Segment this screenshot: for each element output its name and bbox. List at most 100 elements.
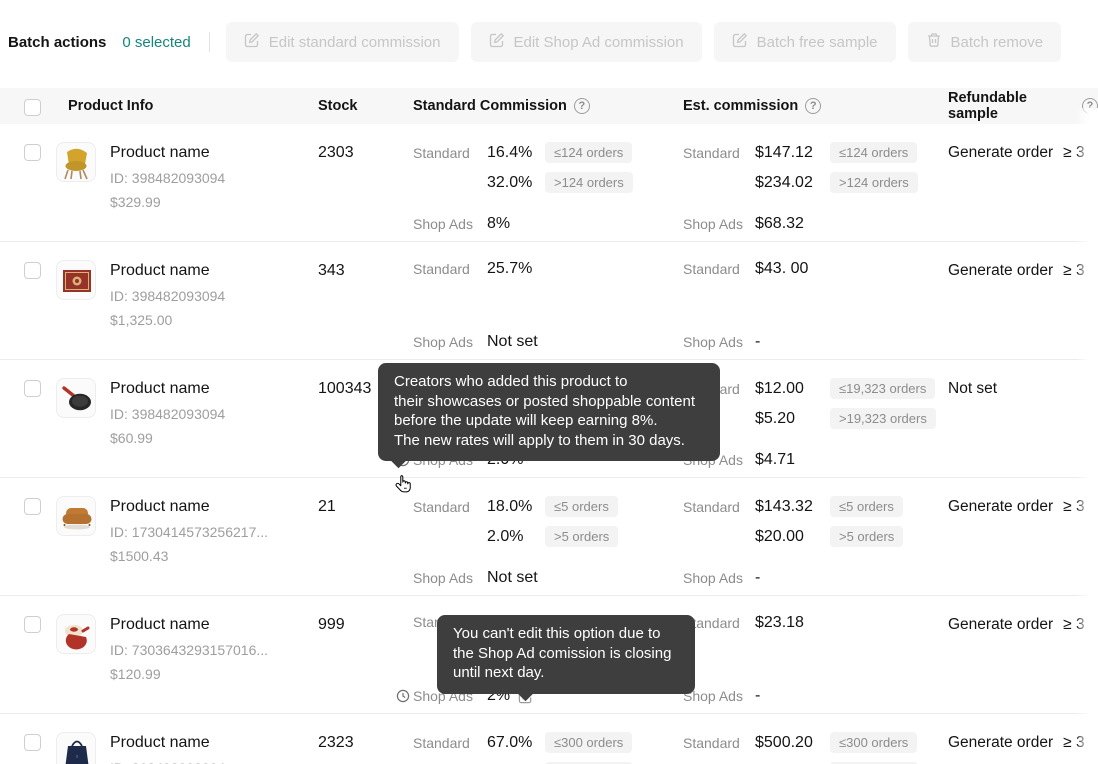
shop-ads-label: Shop Ads [413, 570, 473, 586]
commission-value: 32.0% [487, 173, 533, 191]
shop-ads-value: Not set [487, 333, 538, 350]
row-checkbox[interactable] [24, 734, 41, 751]
row-checkbox[interactable] [24, 380, 41, 397]
product-price: $329.99 [110, 194, 161, 210]
divider [208, 32, 210, 52]
est-commission-value: $23.18 [755, 614, 804, 631]
product-name: Product name [110, 380, 210, 397]
product-name: Product name [110, 498, 210, 515]
table-row: Product name ID: 1730414573256217... $15… [0, 478, 1098, 596]
product-name: Product name [110, 616, 210, 633]
column-product-info: Product Info [68, 98, 154, 114]
est-commission-value: $500.20 [755, 733, 813, 751]
commission-table-page: Batch actions 0 selected Edit standard c… [0, 22, 1098, 764]
est-commission-value: $234.02 [755, 173, 813, 191]
standard-label: Standard [413, 498, 470, 515]
batch-remove-button[interactable]: Batch remove [907, 22, 1062, 62]
shop-ads-value: - [755, 569, 761, 586]
table-row: Product name ID: 398482093094 $1,325.00 … [0, 242, 1098, 360]
row-checkbox[interactable] [24, 262, 41, 279]
question-icon[interactable]: ? [1082, 98, 1098, 114]
est-commission-value: $43. 00 [755, 260, 809, 277]
order-tier-badge: >300 orders [830, 762, 918, 764]
product-price: $120.99 [110, 666, 161, 682]
product-thumbnail-chair [56, 142, 96, 182]
column-est-commission: Est. commission? [683, 98, 948, 114]
commission-value: 2.0% [487, 527, 524, 545]
standard-label: Standard [683, 261, 740, 277]
row-checkbox[interactable] [24, 498, 41, 515]
product-thumbnail-bag [56, 732, 96, 764]
edit-standard-commission-button[interactable]: Edit standard commission [225, 22, 459, 62]
standard-label: Standard [683, 498, 740, 515]
est-commission-value: $143.32 [755, 497, 813, 515]
product-price: $60.99 [110, 430, 153, 446]
stock-value: 999 [318, 616, 345, 633]
shop-ads-value: 8% [487, 215, 511, 232]
order-tier-badge: >5 orders [830, 526, 904, 547]
column-stock: Stock [318, 98, 358, 114]
est-commission-value: $147.12 [755, 143, 813, 161]
mouse-cursor-pointer [393, 474, 415, 501]
row-checkbox[interactable] [24, 616, 41, 633]
shop-ads-value: - [755, 687, 761, 704]
order-tier-badge: >5 orders [545, 526, 619, 547]
refundable-sample-value: Not set [948, 380, 998, 397]
product-name: Product name [110, 734, 210, 751]
table-row: Product name ID: 398482093094 $329.99 23… [0, 124, 1098, 242]
refundable-sample-value: Generate order ≥ 3 [948, 144, 1085, 161]
product-price: $1500.43 [110, 548, 169, 564]
order-tier-badge: ≤124 orders [830, 142, 918, 163]
product-thumbnail-pot [56, 614, 96, 654]
est-commission-value: $20.00 [755, 527, 804, 545]
edit-icon [244, 32, 260, 52]
column-refundable-sample: Refundable sample? [948, 90, 1098, 122]
stock-value: 343 [318, 262, 345, 279]
product-thumbnail-rug [56, 260, 96, 300]
product-name: Product name [110, 262, 210, 279]
product-name: Product name [110, 144, 210, 161]
product-id: ID: 1730414573256217... [110, 524, 269, 540]
row-checkbox[interactable] [24, 144, 41, 161]
question-icon[interactable]: ? [573, 98, 590, 114]
product-thumbnail-sofa [56, 496, 96, 536]
stock-value: 100343 [318, 380, 372, 397]
edit-icon [489, 32, 505, 52]
standard-label: Standard [413, 144, 470, 161]
order-tier-badge: >124 orders [545, 172, 633, 193]
shop-ads-value: $68.32 [755, 215, 804, 232]
order-tier-badge: ≤300 orders [545, 732, 633, 753]
product-id: ID: 7303643293157016... [110, 642, 269, 658]
standard-label: Standard [683, 144, 740, 161]
table-row: Product name ID: 398482093094 2323 Stand… [0, 714, 1098, 764]
stock-value: 21 [318, 498, 336, 515]
batch-actions-title: Batch actions [8, 33, 107, 51]
edit-icon [732, 32, 748, 52]
trash-icon [926, 32, 942, 52]
shop-ads-label: Shop Ads [683, 570, 743, 586]
standard-label: Standard [683, 615, 740, 631]
shop-ads-label: Shop Ads [683, 334, 743, 350]
select-all-checkbox[interactable] [24, 98, 41, 116]
commission-value: 67.0% [487, 733, 533, 751]
edit-shop-ad-commission-button[interactable]: Edit Shop Ad commission [470, 22, 702, 62]
refundable-sample-value: Generate order ≥ 3 [948, 734, 1085, 751]
refundable-sample-value: Generate order ≥ 3 [948, 498, 1085, 515]
batch-free-sample-button[interactable]: Batch free sample [713, 22, 896, 62]
standard-label: Standard [413, 734, 470, 751]
order-tier-badge: >300 orders [545, 762, 633, 764]
product-id: ID: 398482093094 [110, 406, 226, 422]
column-standard-commission: Standard Commission? [413, 98, 683, 114]
product-id: ID: 398482093094 [110, 759, 225, 764]
est-commission-value: $12.00 [755, 379, 804, 397]
product-price: $1,325.00 [110, 312, 173, 328]
question-icon[interactable]: ? [805, 98, 822, 114]
commission-value: 18.0% [487, 497, 533, 515]
standard-label: Standard [683, 734, 740, 751]
order-tier-badge: >124 orders [830, 172, 918, 193]
selected-count: 0 selected [122, 33, 191, 51]
standard-label: Standard [413, 261, 470, 277]
est-commission-value: $5.20 [755, 409, 796, 427]
stock-value: 2303 [318, 144, 354, 161]
refundable-sample-value: Generate order ≥ 3 [948, 616, 1085, 633]
